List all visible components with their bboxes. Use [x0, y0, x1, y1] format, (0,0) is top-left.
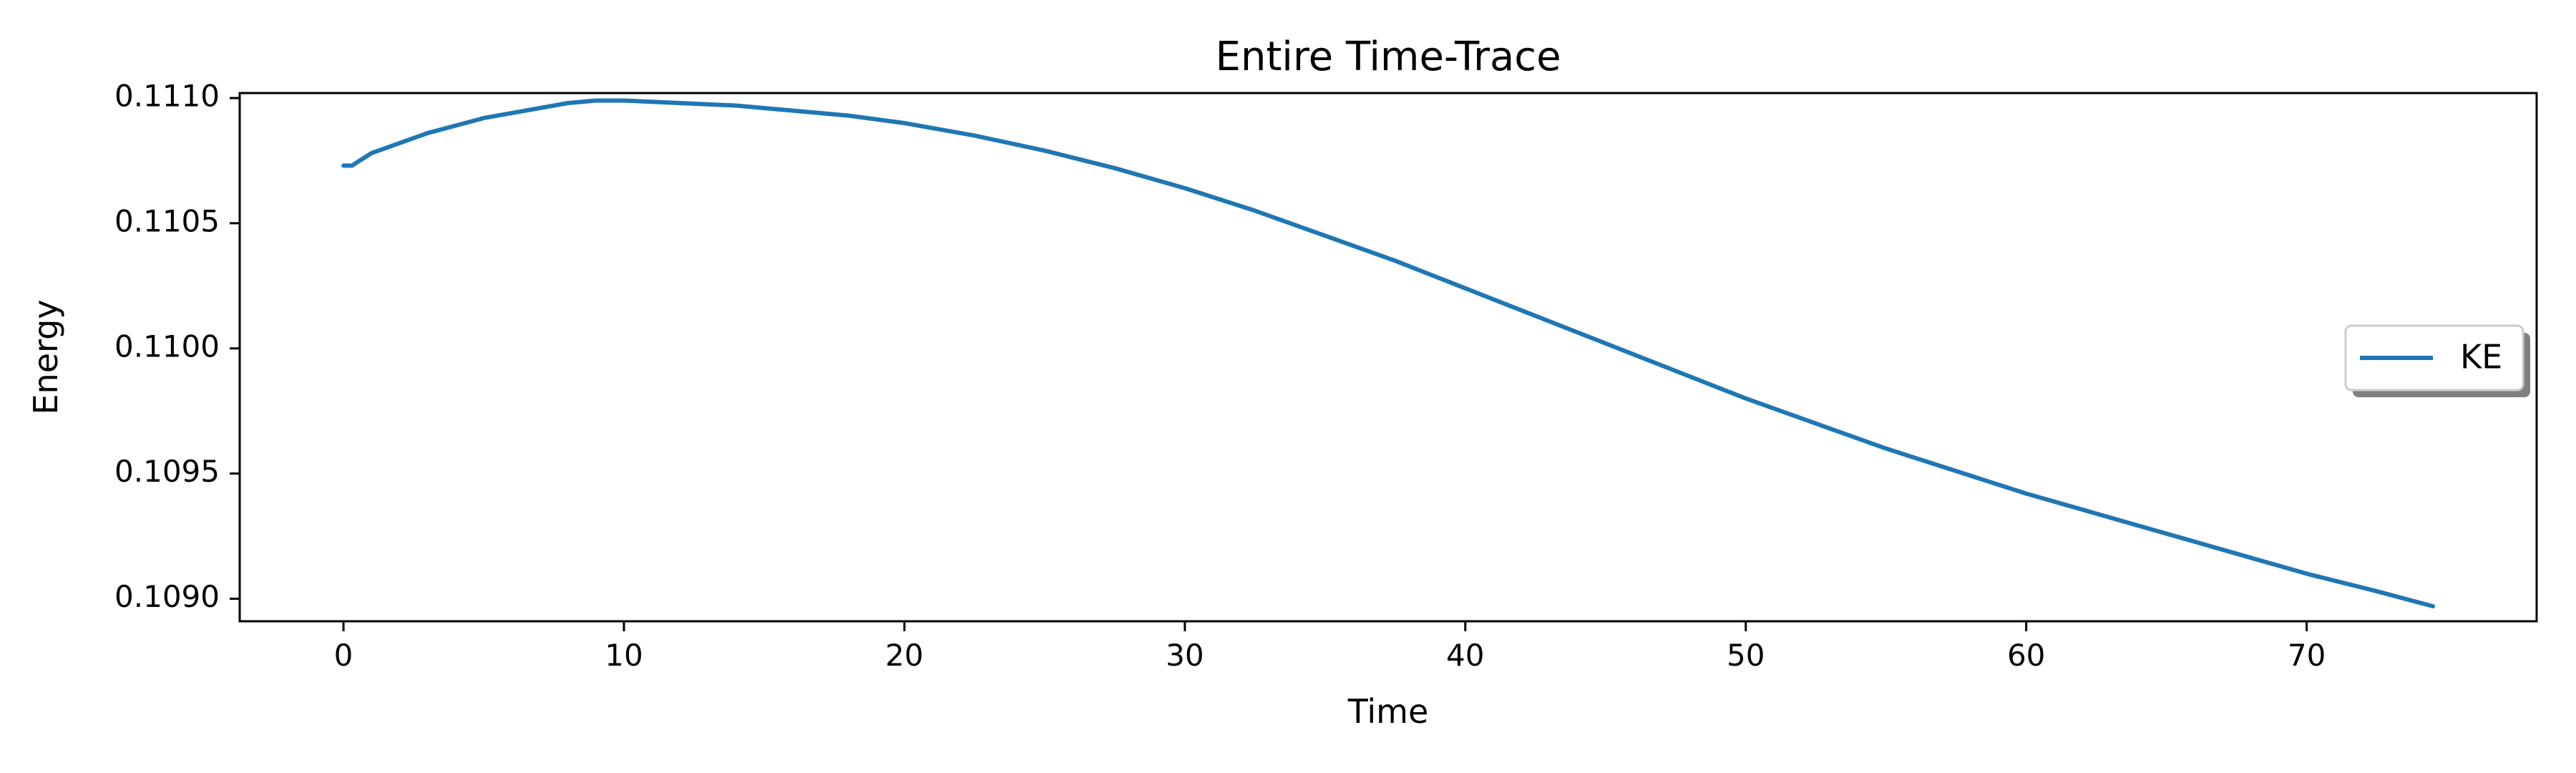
y-tick-label: 0.1105	[114, 203, 220, 238]
legend: KE	[2344, 324, 2530, 397]
x-tick-label: 50	[1727, 638, 1765, 673]
x-tick-label: 30	[1166, 638, 1204, 673]
x-tick-label: 0	[334, 638, 353, 673]
y-tick-label: 0.1095	[114, 454, 220, 489]
x-tick-label: 40	[1446, 638, 1484, 673]
legend-box	[2344, 324, 2524, 392]
axes-frame	[238, 92, 2538, 623]
y-axis-label: Energy	[26, 299, 65, 414]
plot-area: 0 10 20 30 40 50 60 70 0.1090 0.1095 0.1100 0.1105 0…	[114, 78, 2538, 673]
x-tick-label: 10	[605, 638, 643, 673]
y-tick-label: 0.1090	[114, 579, 220, 614]
x-axis-label: Time	[1347, 692, 1429, 731]
x-tick-label: 20	[885, 638, 923, 673]
y-tick-label: 0.1100	[114, 329, 220, 364]
y-tick-label: 0.1110	[114, 78, 220, 113]
x-tick-label: 70	[2288, 638, 2326, 673]
chart-title: Entire Time-Trace	[1215, 34, 1561, 80]
series-line-ke	[341, 98, 2435, 609]
legend-label-ke: KE	[2460, 338, 2502, 376]
x-tick-label: 60	[2007, 638, 2045, 673]
